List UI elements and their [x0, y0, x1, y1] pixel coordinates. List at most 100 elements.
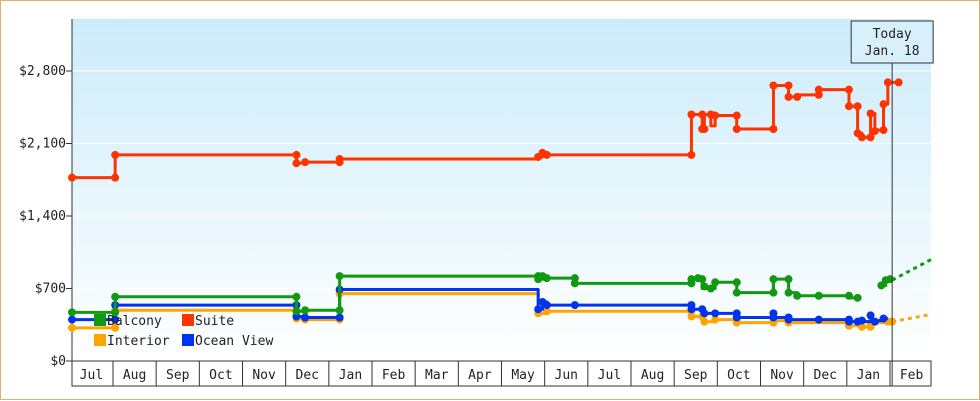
data-point-interior: [700, 317, 709, 326]
data-point-interior: [542, 307, 551, 316]
data-point-balcony: [732, 288, 741, 297]
data-point-suite: [870, 127, 879, 136]
data-point-balcony: [885, 275, 894, 284]
data-point-ocean-view: [542, 301, 551, 310]
data-point-balcony: [769, 288, 778, 297]
x-tick-label: Nov: [770, 368, 794, 383]
data-point-suite: [857, 133, 866, 142]
data-point-suite: [542, 150, 551, 159]
today-label: Today: [873, 27, 912, 42]
data-point-ocean-view: [784, 315, 793, 324]
data-point-balcony: [844, 291, 853, 300]
data-point-suite: [894, 78, 903, 87]
x-tick-label: May: [511, 368, 535, 383]
data-point-balcony: [292, 292, 301, 301]
x-tick-label: Sep: [684, 368, 708, 383]
data-point-ocean-view: [870, 317, 879, 326]
data-point-balcony: [111, 292, 120, 301]
x-tick-label: Jul: [80, 368, 103, 383]
data-point-suite: [335, 155, 344, 164]
data-point-suite: [687, 150, 696, 159]
data-point-suite: [866, 133, 875, 142]
data-point-suite: [879, 126, 888, 135]
data-point-balcony: [700, 282, 709, 291]
x-tick-label: Oct: [209, 368, 232, 383]
y-tick-label: $1,400: [19, 209, 66, 224]
data-point-suite: [711, 111, 720, 120]
today-marker: Today Jan. 18: [850, 20, 934, 386]
data-point-suite: [111, 150, 120, 159]
data-point-suite: [111, 173, 120, 182]
data-point-ocean-view: [879, 314, 888, 323]
data-point-suite: [687, 110, 696, 119]
data-point-suite: [883, 78, 892, 87]
data-point-ocean-view: [687, 305, 696, 314]
data-point-balcony: [711, 278, 720, 287]
data-point-balcony: [814, 291, 823, 300]
data-point-suite: [793, 92, 802, 101]
data-point-ocean-view: [857, 316, 866, 325]
x-tick-label: Apr: [468, 368, 492, 383]
data-point-ocean-view: [68, 315, 76, 324]
chart-legend: Balcony Suite Interior Ocean View: [94, 314, 273, 349]
x-tick-label: Oct: [727, 368, 750, 383]
data-point-suite: [698, 110, 707, 119]
data-point-ocean-view: [700, 309, 709, 318]
data-point-balcony: [732, 278, 741, 287]
y-tick-label: $0: [50, 354, 66, 369]
data-point-balcony: [68, 308, 76, 317]
data-point-suite: [853, 102, 862, 111]
axes: $0 $700 $1,400 $2,100 $2,800 Jul Aug Sep Oct Nov D…: [19, 19, 932, 387]
data-point-balcony: [301, 306, 310, 315]
data-point-ocean-view: [570, 301, 579, 310]
x-tick-label: Nov: [252, 368, 276, 383]
legend-swatch-suite: [182, 314, 194, 326]
data-point-suite: [292, 159, 301, 168]
y-tick-label: $700: [35, 282, 66, 297]
data-point-suite: [700, 125, 709, 133]
data-point-ocean-view: [769, 309, 778, 318]
legend-label-ocean-view: Ocean View: [195, 334, 273, 349]
data-point-balcony: [687, 275, 696, 284]
data-point-ocean-view: [711, 309, 720, 318]
y-tick-label: $2,800: [19, 64, 66, 79]
data-point-balcony: [335, 272, 344, 281]
legend-swatch-interior: [94, 334, 106, 346]
data-point-balcony: [706, 284, 715, 293]
data-point-suite: [784, 81, 793, 90]
x-tick-label: Jan: [857, 368, 880, 383]
x-tick-label: Mar: [425, 368, 449, 383]
x-tick-label: Aug: [641, 368, 664, 383]
today-box: [850, 20, 934, 64]
x-tick-label: Jan: [339, 368, 362, 383]
legend-label-interior: Interior: [107, 334, 170, 349]
data-point-suite: [814, 85, 823, 94]
data-point-interior: [711, 315, 720, 324]
legend-swatch-balcony: [94, 314, 106, 326]
data-point-suite: [292, 150, 301, 159]
data-point-ocean-view: [866, 311, 875, 320]
data-point-ocean-view: [335, 313, 344, 322]
data-point-ocean-view: [301, 313, 310, 322]
data-point-interior: [68, 323, 76, 332]
data-point-suite: [732, 111, 741, 120]
data-point-balcony: [793, 291, 802, 300]
data-point-ocean-view: [814, 315, 823, 324]
y-tick-label: $2,100: [19, 137, 66, 152]
data-point-balcony: [698, 275, 707, 284]
data-point-suite: [844, 102, 853, 111]
legend-label-suite: Suite: [195, 314, 234, 329]
data-point-balcony: [292, 307, 301, 316]
today-date: Jan. 18: [865, 44, 920, 59]
series-projection-interior: [891, 312, 932, 324]
data-point-suite: [732, 125, 741, 133]
x-tick-label: Jul: [598, 368, 621, 383]
data-point-suite: [844, 85, 853, 94]
legend-label-balcony: Balcony: [107, 314, 162, 329]
x-tick-label: Feb: [382, 368, 406, 383]
x-tick-label: Sep: [166, 368, 190, 383]
data-point-suite: [879, 100, 888, 109]
data-point-suite: [784, 92, 793, 101]
